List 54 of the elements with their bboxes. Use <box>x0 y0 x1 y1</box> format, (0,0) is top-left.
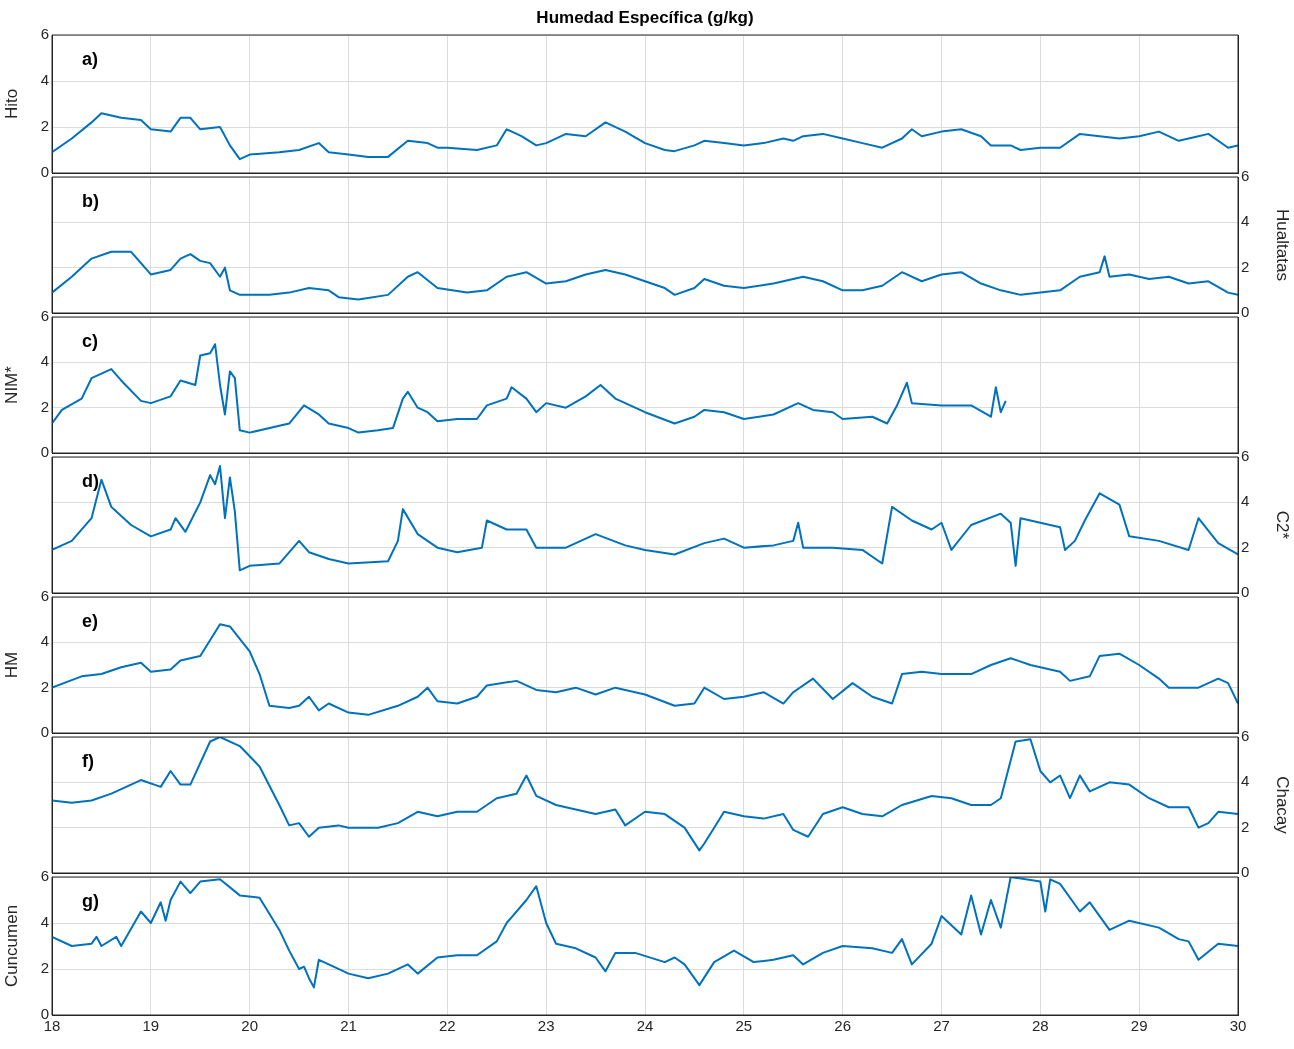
x-tick-label: 26 <box>834 1017 852 1035</box>
y2-tick-label: 0 <box>1241 303 1250 321</box>
x-tick-label: 30 <box>1229 1017 1247 1035</box>
y-tick-label: 6 <box>40 587 49 605</box>
y-tick-label: 4 <box>40 632 49 650</box>
x-tick-label: 29 <box>1130 1017 1148 1035</box>
y-tick-label: 4 <box>40 913 49 931</box>
y2-tick-label: 0 <box>1241 863 1250 881</box>
x-tick-label: 19 <box>142 1017 160 1035</box>
annotation: e) <box>82 610 99 631</box>
y-axis-title: HM <box>1 651 21 679</box>
x-tick-label: 22 <box>438 1017 456 1035</box>
y2-axis-title: Hualtatas <box>1273 209 1293 281</box>
x-tick-label: 24 <box>636 1017 654 1035</box>
chart-title: Humedad Específica (g/kg) <box>536 7 754 27</box>
y2-tick-label: 6 <box>1241 167 1250 185</box>
y-tick-label: 6 <box>40 867 49 885</box>
y-tick-label: 2 <box>40 959 49 977</box>
y2-tick-label: 4 <box>1241 492 1250 510</box>
y-tick-label: 0 <box>40 163 49 181</box>
x-tick-label: 27 <box>933 1017 950 1035</box>
annotation: a) <box>82 48 99 69</box>
y2-tick-label: 4 <box>1241 212 1250 230</box>
y-tick-label: 2 <box>40 677 49 695</box>
x-tick-label: 21 <box>340 1017 357 1035</box>
y2-tick-label: 4 <box>1241 772 1250 790</box>
y2-tick-label: 6 <box>1241 447 1250 465</box>
annotation: f) <box>82 750 94 771</box>
x-tick-label: 28 <box>1031 1017 1049 1035</box>
y2-axis-title: Chacay <box>1273 776 1293 835</box>
y-tick-label: 6 <box>40 25 49 43</box>
y-tick-label: 2 <box>40 117 49 135</box>
y-tick-label: 4 <box>40 71 49 89</box>
y-tick-label: 0 <box>40 443 49 461</box>
y-tick-label: 2 <box>40 397 49 415</box>
y2-tick-label: 2 <box>1241 257 1250 275</box>
y-tick-label: 6 <box>40 307 49 325</box>
y-axis-title: NIM* <box>1 365 21 404</box>
annotation: b) <box>82 190 99 211</box>
y2-tick-label: 2 <box>1241 817 1250 835</box>
annotation: g) <box>82 890 99 911</box>
y-tick-label: 4 <box>40 352 49 370</box>
y-axis-title: Cuncumen <box>1 904 21 988</box>
y2-tick-label: 6 <box>1241 727 1250 745</box>
y-axis-title: Hito <box>1 88 21 120</box>
x-tick-label: 25 <box>735 1017 753 1035</box>
y-tick-label: 0 <box>40 723 49 741</box>
annotation: d) <box>82 470 99 491</box>
y2-tick-label: 2 <box>1241 537 1250 555</box>
y2-tick-label: 0 <box>1241 583 1250 601</box>
x-tick-label: 23 <box>537 1017 555 1035</box>
y2-axis-title: C2* <box>1273 510 1293 540</box>
x-tick-label: 20 <box>241 1017 259 1035</box>
annotation: c) <box>82 330 99 351</box>
